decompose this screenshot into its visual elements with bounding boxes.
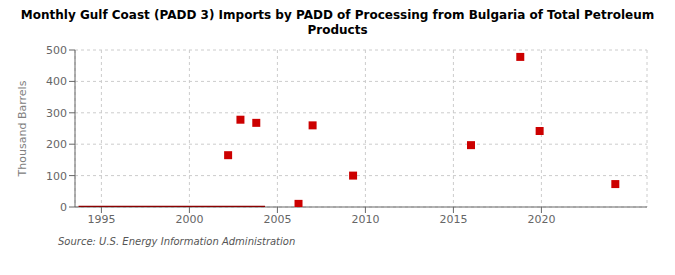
svg-text:2005: 2005 (263, 213, 291, 226)
svg-text:100: 100 (46, 170, 67, 183)
svg-text:500: 500 (46, 44, 67, 57)
svg-text:300: 300 (46, 107, 67, 120)
svg-text:1995: 1995 (87, 213, 115, 226)
svg-text:2020: 2020 (527, 213, 555, 226)
html-text:Source: U.S. Energy Informatio: Source: U.S. Energy Information Administ… (58, 236, 296, 247)
svg-text:200: 200 (46, 138, 67, 151)
svg-text:2000: 2000 (175, 213, 203, 226)
svg-text:400: 400 (46, 75, 67, 88)
svg-text:2015: 2015 (439, 213, 467, 226)
html-text:Monthly Gulf Coast (PADD 3) Im: Monthly Gulf Coast (PADD 3) Imports by P… (20, 8, 655, 37)
svg-text:0: 0 (60, 201, 67, 214)
svg-text:2010: 2010 (351, 213, 379, 226)
svg-text:Thousand Barrels: Thousand Barrels (16, 80, 29, 177)
